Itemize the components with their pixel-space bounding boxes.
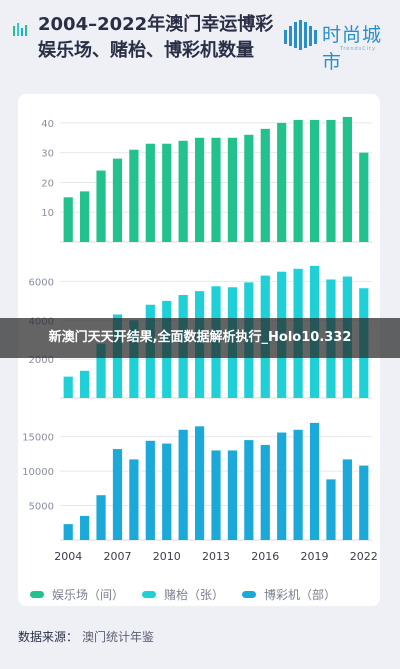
bar-2012 — [194, 137, 205, 242]
brand-name: 时尚城市 — [322, 24, 383, 73]
y-tick-label: 10000 — [22, 467, 54, 478]
bar-2020 — [326, 479, 336, 540]
bar-2005 — [80, 370, 90, 398]
y-tick-label: 15000 — [22, 433, 54, 444]
x-tick-label: 2016 — [251, 550, 279, 563]
bar-2007 — [112, 449, 123, 540]
data-source-value: 澳门统计年鉴 — [82, 630, 155, 644]
bar-2018 — [293, 119, 303, 242]
bar-2008 — [129, 459, 139, 540]
bar-2004 — [63, 376, 73, 398]
header: 2004–2022年澳门幸运博彩娱乐场、赌枱、博彩机数量 时尚城市 Trends… — [0, 0, 400, 78]
bar-2005 — [80, 515, 90, 540]
bar-2012 — [194, 426, 205, 540]
overlay-banner: 新澳门天天开结果,全面数据解析执行_Holo10.332 — [0, 318, 400, 358]
legend-swatch-tables — [142, 591, 156, 598]
y-tick-label: 20 — [41, 178, 54, 189]
bar-2019 — [309, 119, 320, 242]
bar-2016 — [260, 128, 270, 242]
bar-2014 — [227, 137, 238, 242]
legend-label-machines: 博彩机（部） — [264, 588, 337, 602]
bar-2013 — [211, 450, 221, 540]
data-source-label: 数据来源： — [18, 630, 79, 644]
bar-2020 — [326, 119, 336, 242]
y-tick-label: 6000 — [29, 277, 54, 288]
bar-2016 — [260, 444, 270, 540]
y-tick-label: 10 — [41, 208, 54, 219]
legend-label-tables: 赌枱（张） — [164, 588, 225, 602]
bar-2014 — [227, 450, 238, 540]
bar-2009 — [145, 440, 155, 540]
bar-2008 — [129, 149, 139, 242]
legend-swatch-machines — [242, 591, 256, 598]
bar-2019 — [309, 422, 320, 540]
bar-2005 — [80, 191, 90, 242]
bar-2010 — [162, 443, 172, 540]
bar-2015 — [244, 440, 254, 540]
bar-2010 — [162, 143, 172, 242]
bar-2007 — [112, 158, 123, 242]
bar-2021 — [342, 459, 352, 540]
bar-2017 — [277, 122, 287, 242]
bar-2018 — [293, 429, 303, 540]
bar-2022 — [359, 465, 369, 540]
x-tick-label: 2007 — [103, 550, 131, 563]
bar-chart-icon — [13, 23, 27, 36]
bar-2015 — [244, 134, 254, 242]
chart-legend: 娱乐场（间） 赌枱（张） 博彩机（部） — [30, 585, 370, 605]
bar-2021 — [342, 116, 352, 242]
bar-2004 — [63, 197, 73, 242]
brand-subtitle: TrendsCity — [340, 46, 377, 52]
bar-2009 — [145, 143, 155, 242]
legend-label-casinos: 娱乐场（间） — [52, 588, 125, 602]
y-tick-label: 40 — [41, 119, 54, 130]
bar-2017 — [277, 432, 287, 540]
y-tick-label: 30 — [41, 149, 54, 160]
bar-2008 — [129, 320, 139, 398]
x-tick-label: 2013 — [202, 550, 230, 563]
x-tick-label: 2022 — [350, 550, 378, 563]
page-title: 2004–2022年澳门幸运博彩娱乐场、赌枱、博彩机数量 — [38, 14, 274, 61]
brand-logo: 时尚城市 TrendsCity — [282, 14, 390, 73]
bar-2006 — [96, 170, 106, 242]
y-tick-label: 5000 — [29, 502, 54, 513]
bar-2006 — [96, 343, 106, 398]
x-tick-label: 2019 — [301, 550, 329, 563]
legend-swatch-casinos — [30, 591, 44, 598]
y-tick-label: 2000 — [29, 355, 54, 366]
brand-logo-icon — [284, 20, 317, 50]
x-tick-label: 2010 — [153, 550, 181, 563]
x-tick-label: 2004 — [54, 550, 82, 563]
bar-2022 — [359, 152, 369, 242]
bar-2013 — [211, 137, 221, 242]
bar-2011 — [178, 429, 188, 540]
data-source: 数据来源： 澳门统计年鉴 — [18, 628, 154, 645]
bar-2004 — [63, 524, 73, 540]
bar-2006 — [96, 495, 106, 540]
bar-2011 — [178, 140, 188, 242]
